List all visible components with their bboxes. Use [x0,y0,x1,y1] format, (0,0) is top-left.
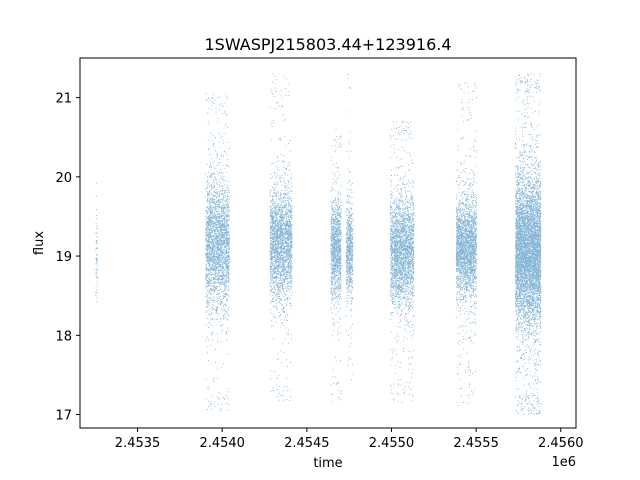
observing-season [95,182,98,303]
y-tick-label: 20 [55,171,72,186]
season-points [345,74,354,380]
observing-season [515,73,542,415]
season-points [330,129,342,403]
season-points [389,121,415,403]
data-points [95,73,542,415]
y-tick-label: 17 [55,409,72,424]
chart-title: 1SWASPJ215803.44+123916.4 [204,35,451,54]
plot-frame [79,57,577,429]
x-tick-label: 2.4535 [115,436,161,451]
x-axis: 2.4535 2.4540 2.4545 2.4550 2.4555 2.4560 [115,428,584,451]
observing-season [389,121,415,403]
y-tick-label: 19 [55,250,72,265]
y-tick-label: 21 [55,92,72,107]
x-tick-label: 2.4560 [538,436,584,451]
observing-season [269,73,293,402]
x-axis-offset-label: 1e6 [551,455,576,470]
x-tick-label: 2.4555 [453,436,499,451]
season-points [205,93,230,411]
x-tick-label: 2.4545 [284,436,330,451]
season-points [95,182,98,303]
season-points [269,73,293,402]
x-tick-label: 2.4540 [199,436,245,451]
observing-season [455,82,477,407]
x-axis-label: time [313,456,342,471]
y-axis-label: flux [32,231,47,255]
season-points [515,73,542,415]
observing-season [345,74,354,380]
season-points [455,82,477,407]
y-axis: 17 18 19 20 21 [55,92,80,424]
y-tick-label: 18 [55,329,72,344]
observing-season [330,129,342,403]
observing-season [205,93,230,411]
x-tick-label: 2.4550 [369,436,415,451]
